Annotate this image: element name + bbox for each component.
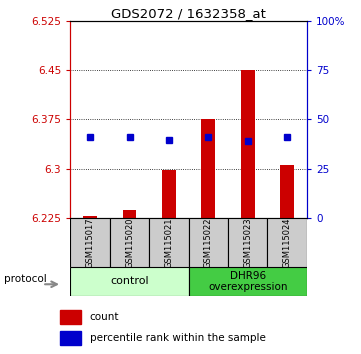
Bar bbox=[162, 170, 176, 218]
Bar bbox=[70, 267, 188, 296]
Text: GSM115021: GSM115021 bbox=[164, 217, 173, 268]
Text: GSM115017: GSM115017 bbox=[86, 217, 95, 268]
Bar bbox=[241, 70, 255, 218]
Bar bbox=[70, 218, 110, 267]
Bar bbox=[280, 165, 294, 218]
Bar bbox=[228, 218, 268, 267]
Text: DHR96
overexpression: DHR96 overexpression bbox=[208, 271, 287, 292]
Text: percentile rank within the sample: percentile rank within the sample bbox=[90, 333, 266, 343]
Text: count: count bbox=[90, 312, 119, 322]
Text: GSM115022: GSM115022 bbox=[204, 217, 213, 268]
Bar bbox=[60, 331, 81, 345]
Bar bbox=[188, 218, 228, 267]
Bar bbox=[188, 267, 307, 296]
Text: protocol: protocol bbox=[4, 274, 46, 284]
Bar bbox=[83, 216, 97, 218]
Bar bbox=[60, 310, 81, 324]
Text: GSM115020: GSM115020 bbox=[125, 217, 134, 268]
Text: control: control bbox=[110, 276, 149, 286]
Text: GSM115023: GSM115023 bbox=[243, 217, 252, 268]
Text: GSM115024: GSM115024 bbox=[283, 217, 292, 268]
Title: GDS2072 / 1632358_at: GDS2072 / 1632358_at bbox=[111, 7, 266, 20]
Bar bbox=[201, 120, 215, 218]
Bar bbox=[268, 218, 307, 267]
Bar bbox=[149, 218, 188, 267]
Bar bbox=[123, 210, 136, 218]
Bar bbox=[110, 218, 149, 267]
